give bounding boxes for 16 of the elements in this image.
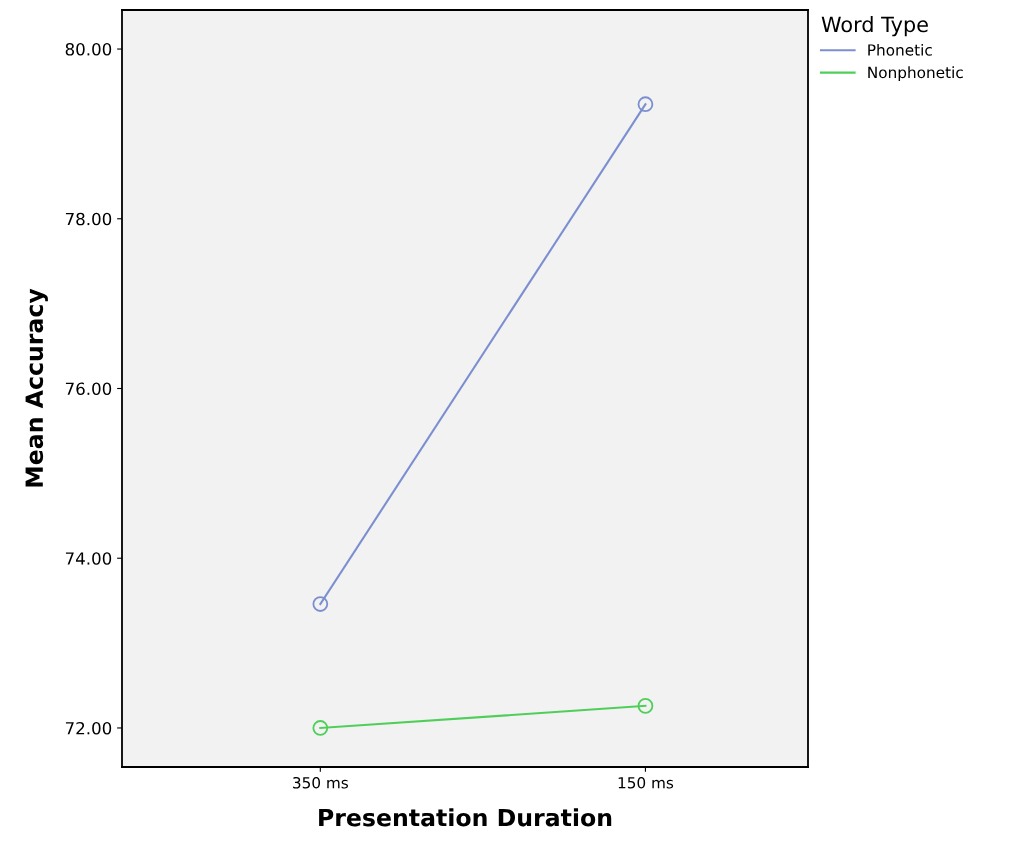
y-tick-label: 78.00 bbox=[65, 212, 112, 226]
point bbox=[637, 96, 654, 113]
legend-label: Phonetic bbox=[868, 43, 932, 56]
legend-label: Nonphonetic bbox=[868, 66, 963, 82]
legend-title: Word Type bbox=[821, 16, 928, 37]
x-axis-title: Presentation Duration bbox=[319, 808, 612, 827]
point bbox=[637, 698, 654, 714]
y-axis-title: Mean Accuracy bbox=[25, 288, 48, 487]
y-tick-label: 80.00 bbox=[65, 43, 112, 56]
x-tick-label: 350 ms bbox=[293, 776, 349, 789]
point bbox=[312, 596, 329, 612]
point bbox=[312, 720, 329, 736]
x-tick-label: 150 ms bbox=[618, 776, 674, 789]
y-tick-label: 74.00 bbox=[65, 552, 112, 565]
y-tick-label: 72.00 bbox=[65, 721, 112, 735]
y-tick-label: 76.00 bbox=[65, 382, 112, 396]
